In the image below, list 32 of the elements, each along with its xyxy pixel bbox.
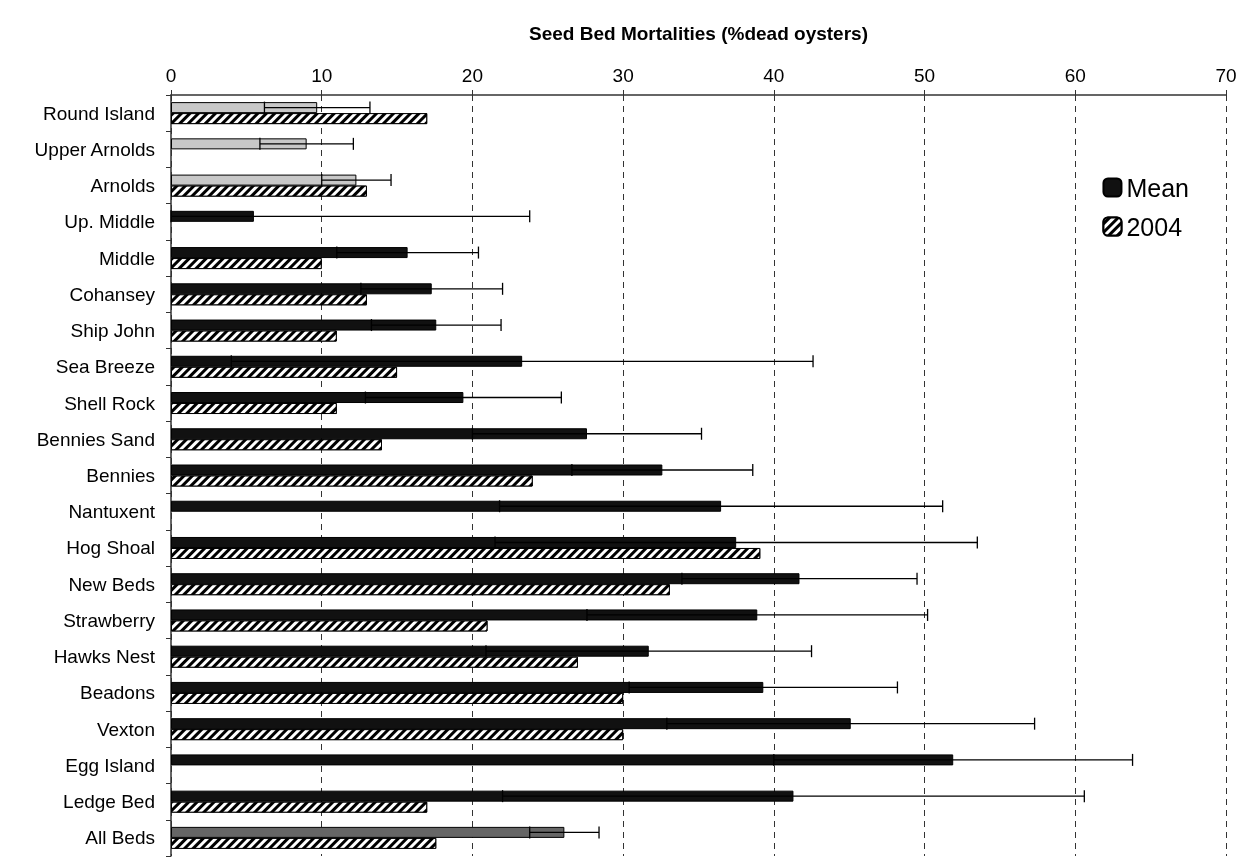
y-tick-label: Nantuxent bbox=[68, 501, 156, 523]
y-tick-label: New Beds bbox=[68, 573, 155, 595]
y-tick-label: Hawks Nest bbox=[53, 646, 156, 668]
y-tick-label: Shell Rock bbox=[64, 392, 156, 414]
y-tick-label: Ship John bbox=[70, 320, 155, 342]
y-tick-label: Strawberry bbox=[63, 609, 156, 631]
x-tick-label: 20 bbox=[461, 65, 483, 86]
y-tick-label: Middle bbox=[99, 247, 155, 269]
legend-label: Mean bbox=[1126, 173, 1190, 202]
x-tick-label: 30 bbox=[612, 65, 634, 86]
x-tick-label: 40 bbox=[763, 65, 785, 86]
y-tick-label: Sea Breeze bbox=[55, 356, 155, 378]
x-tick-label: 60 bbox=[1064, 65, 1086, 86]
y-tick-label: Vexton bbox=[96, 718, 155, 740]
y-tick-label: Beadons bbox=[79, 682, 155, 704]
y-tick-label: Ledge Bed bbox=[63, 791, 155, 813]
x-tick-label: 50 bbox=[914, 65, 936, 86]
y-tick-label: Cohansey bbox=[69, 283, 156, 305]
x-tick-label: 0 bbox=[165, 65, 177, 86]
y-tick-label: All Beds bbox=[85, 827, 155, 849]
y-tick-label: Arnolds bbox=[90, 175, 155, 197]
y-tick-label: Up. Middle bbox=[64, 211, 155, 233]
legend-label: 2004 bbox=[1126, 212, 1183, 241]
y-tick-label: Upper Arnolds bbox=[34, 138, 155, 160]
x-tick-label: 70 bbox=[1215, 65, 1237, 86]
y-tick-label: Egg Island bbox=[65, 754, 155, 776]
y-tick-label: Round Island bbox=[43, 102, 155, 124]
x-axis-title: Seed Bed Mortalities (%dead oysters) bbox=[529, 23, 868, 44]
y-tick-label: Bennies Sand bbox=[36, 428, 155, 450]
x-tick-label: 10 bbox=[311, 65, 333, 86]
y-tick-label: Bennies bbox=[86, 465, 155, 486]
y-tick-label: Hog Shoal bbox=[66, 537, 155, 559]
